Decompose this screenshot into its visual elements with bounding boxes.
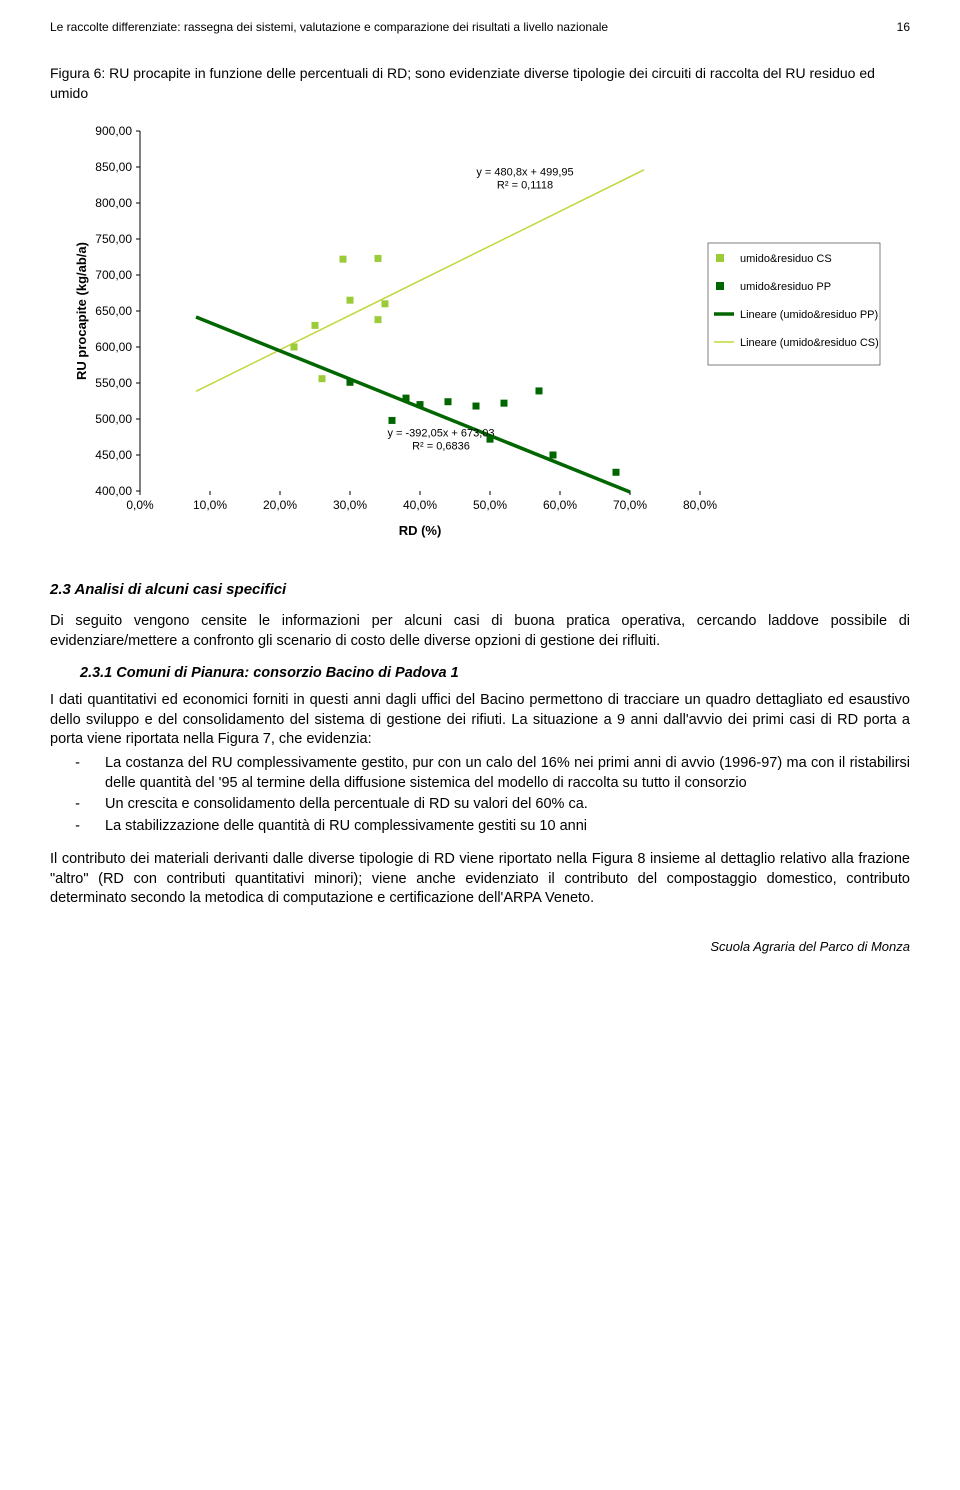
svg-text:750,00: 750,00 [95,232,132,246]
svg-text:60,0%: 60,0% [543,498,577,512]
svg-text:850,00: 850,00 [95,160,132,174]
bullet-text: La stabilizzazione delle quantità di RU … [105,817,910,837]
svg-text:70,0%: 70,0% [613,498,647,512]
svg-text:450,00: 450,00 [95,448,132,462]
svg-text:80,0%: 80,0% [683,498,717,512]
svg-text:700,00: 700,00 [95,268,132,282]
paragraph-intro: Di seguito vengono censite le informazio… [50,612,910,651]
paragraph-conclusion: Il contributo dei materiali derivanti da… [50,850,910,909]
bullet-text: La costanza del RU complessivamente gest… [105,754,910,793]
svg-text:550,00: 550,00 [95,376,132,390]
svg-text:R² = 0,6836: R² = 0,6836 [412,440,470,452]
bullet-text: Un crescita e consolidamento della perce… [105,795,910,815]
figure-caption: Figura 6: RU procapite in funzione delle… [50,64,910,103]
page-footer: Scuola Agraria del Parco di Monza [50,939,910,954]
svg-text:y = -392,05x + 673,03: y = -392,05x + 673,03 [387,427,494,439]
svg-text:R² = 0,1118: R² = 0,1118 [497,180,553,192]
list-item: -Un crescita e consolidamento della perc… [50,795,910,815]
paragraph-sub-intro: I dati quantitativi ed economici forniti… [50,691,910,750]
svg-text:Lineare (umido&residuo CS): Lineare (umido&residuo CS) [740,337,879,349]
svg-text:900,00: 900,00 [95,124,132,138]
svg-text:800,00: 800,00 [95,196,132,210]
bullet-list: -La costanza del RU complessivamente ges… [50,754,910,836]
list-item: -La costanza del RU complessivamente ges… [50,754,910,793]
section-heading: 2.3 Analisi di alcuni casi specifici [50,581,910,598]
svg-text:400,00: 400,00 [95,484,132,498]
scatter-chart: 400,00 450,00 500,00 550,00 600,00 650,00 700,… [70,121,890,541]
svg-text:650,00: 650,00 [95,304,132,318]
svg-text:y = 480,8x + 499,95: y = 480,8x + 499,95 [476,167,573,179]
svg-text:40,0%: 40,0% [403,498,437,512]
svg-text:Lineare (umido&residuo PP): Lineare (umido&residuo PP) [740,309,878,321]
svg-text:umido&residuo CS: umido&residuo CS [740,253,832,265]
svg-text:20,0%: 20,0% [263,498,297,512]
svg-text:600,00: 600,00 [95,340,132,354]
chart-svg: 400,00 450,00 500,00 550,00 600,00 650,00 700,… [70,121,890,541]
bullet-dash: - [50,795,105,815]
svg-text:500,00: 500,00 [95,412,132,426]
svg-text:umido&residuo PP: umido&residuo PP [740,281,831,293]
svg-text:30,0%: 30,0% [333,498,367,512]
svg-text:RD (%): RD (%) [399,523,442,538]
svg-text:RU procapite (kg/ab/a): RU procapite (kg/ab/a) [74,242,89,380]
page-number: 16 [870,20,910,34]
bullet-dash: - [50,817,105,837]
page-header: Le raccolte differenziate: rassegna dei … [50,20,910,34]
bullet-dash: - [50,754,105,793]
header-title: Le raccolte differenziate: rassegna dei … [50,20,870,34]
svg-text:50,0%: 50,0% [473,498,507,512]
list-item: -La stabilizzazione delle quantità di RU… [50,817,910,837]
svg-text:0,0%: 0,0% [126,498,154,512]
svg-text:10,0%: 10,0% [193,498,227,512]
subsection-heading: 2.3.1 Comuni di Pianura: consorzio Bacin… [80,665,910,681]
